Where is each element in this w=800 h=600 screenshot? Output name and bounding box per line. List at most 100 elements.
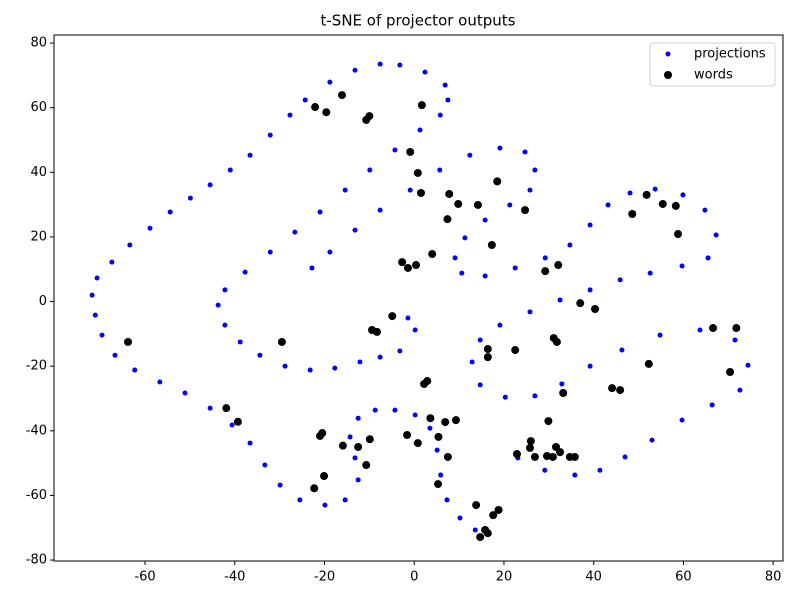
point — [207, 182, 213, 188]
point — [338, 91, 347, 100]
point — [434, 447, 440, 453]
point — [403, 263, 412, 272]
point — [242, 269, 248, 275]
point — [587, 287, 593, 293]
point — [737, 387, 743, 393]
point — [697, 327, 703, 333]
point — [316, 431, 325, 440]
point — [608, 384, 617, 393]
point — [530, 452, 539, 461]
point — [307, 367, 313, 373]
point — [372, 407, 378, 413]
point — [622, 454, 628, 460]
point — [552, 337, 561, 346]
point — [502, 394, 508, 400]
point — [94, 275, 100, 281]
point — [467, 152, 473, 158]
point — [658, 199, 667, 208]
point — [398, 258, 407, 267]
point — [311, 103, 320, 112]
point — [182, 390, 188, 396]
point — [642, 190, 651, 199]
x-tick-label: -40 — [224, 570, 245, 585]
point — [451, 416, 460, 425]
point — [709, 324, 718, 333]
point — [438, 472, 444, 478]
legend-marker — [665, 51, 671, 57]
point — [287, 112, 293, 118]
point — [355, 477, 361, 483]
point — [89, 292, 95, 298]
point — [570, 452, 579, 461]
point — [237, 339, 243, 345]
point — [587, 222, 593, 228]
point — [267, 249, 273, 255]
point — [233, 417, 242, 426]
point — [388, 312, 397, 321]
point — [445, 97, 451, 103]
point — [713, 232, 719, 238]
y-tick-label: -80 — [26, 553, 47, 568]
point — [322, 502, 328, 508]
point — [572, 472, 578, 478]
point — [292, 229, 298, 235]
point — [310, 484, 319, 493]
point — [481, 525, 490, 534]
chart-title: t-SNE of projector outputs — [321, 12, 516, 30]
point — [477, 337, 483, 343]
point — [428, 250, 437, 259]
point — [552, 442, 561, 451]
point — [472, 501, 481, 510]
y-tick-label: 80 — [30, 36, 47, 51]
point — [443, 452, 452, 461]
point — [619, 347, 625, 353]
point — [207, 405, 213, 411]
point — [222, 404, 231, 413]
point — [597, 467, 603, 473]
point — [512, 450, 521, 459]
point — [525, 443, 534, 452]
x-tick-label: 40 — [585, 570, 602, 585]
point — [127, 242, 133, 248]
y-tick-label: 20 — [30, 229, 47, 244]
point — [416, 188, 425, 197]
point — [554, 261, 563, 270]
point — [377, 207, 383, 213]
point — [628, 209, 637, 218]
point — [229, 422, 235, 428]
point — [342, 187, 348, 193]
point — [489, 511, 498, 520]
point — [469, 359, 475, 365]
point — [437, 112, 443, 118]
point — [355, 415, 361, 421]
point — [342, 497, 348, 503]
point — [532, 393, 538, 399]
point — [327, 249, 333, 255]
point — [377, 354, 383, 360]
point — [412, 327, 418, 333]
point — [705, 255, 711, 261]
point — [732, 324, 741, 333]
point — [327, 79, 333, 85]
point — [215, 302, 221, 308]
point — [709, 402, 715, 408]
point — [426, 414, 435, 423]
point — [412, 261, 421, 270]
point — [365, 435, 374, 444]
point — [267, 132, 273, 138]
point — [405, 315, 411, 321]
point — [679, 417, 685, 423]
point — [507, 202, 513, 208]
point — [362, 461, 371, 470]
point — [526, 437, 535, 446]
point — [377, 61, 383, 67]
y-tick-label: -20 — [26, 359, 47, 374]
point — [132, 367, 138, 373]
point — [745, 362, 751, 368]
point — [459, 270, 465, 276]
point — [462, 235, 468, 241]
point — [649, 437, 655, 443]
point — [647, 270, 653, 276]
point — [352, 67, 358, 73]
